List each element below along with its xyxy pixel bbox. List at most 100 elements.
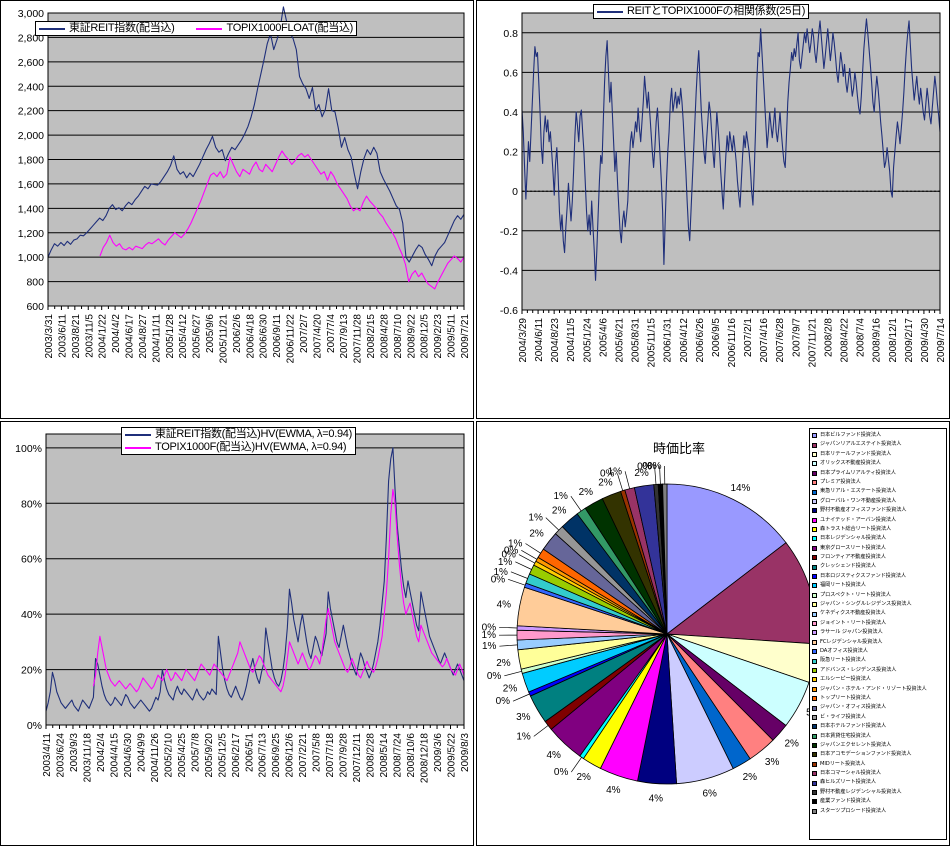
pie-data-label: 2% (784, 738, 799, 749)
pie-legend-item[interactable]: 日本リテールファンド投資法人 (812, 450, 945, 459)
pie-data-label: 1% (482, 630, 497, 641)
pie-data-label: 0% (504, 545, 519, 556)
pie-legend-item[interactable]: 野村不動産オフィスファンド投資法人 (812, 506, 945, 515)
pie-data-label: 4% (546, 750, 561, 761)
legend-color-swatch (812, 480, 817, 486)
pie-legend-item[interactable]: ジャパン・ホテル・アンド・リゾート投資法人 (812, 685, 945, 694)
pie-data-label: 3% (516, 712, 531, 723)
x-axis-tick: 2006/12/6 (285, 733, 296, 778)
pie-legend-item[interactable]: スターツプロシード投資法人 (812, 807, 945, 816)
data-series-line (100, 151, 464, 289)
pie-legend-item[interactable]: 日本アコモデーションファンド投資法人 (812, 750, 945, 759)
x-axis-tick: 2008/10/6 (406, 733, 417, 778)
legend-color-swatch (812, 564, 817, 570)
pie-legend-item[interactable]: 阪急リート投資法人 (812, 656, 945, 665)
x-axis-tick: 2007/11/28 (353, 314, 364, 364)
data-series-line (522, 19, 940, 280)
pie-legend-item[interactable]: ユナイテッド・アーバン投資法人 (812, 516, 945, 525)
pie-legend-item[interactable]: 日本ホテルファンド投資法人 (812, 722, 945, 731)
y-axis-tick: 0.4 (503, 107, 518, 119)
pie-legend-item[interactable]: FCレジデンシャル投資法人 (812, 638, 945, 647)
legend-color-swatch (812, 536, 817, 542)
pie-legend-item[interactable]: 福岡リート投資法人 (812, 581, 945, 590)
pie-data-label: 1% (493, 567, 508, 578)
pie-legend-item[interactable]: エルシーピー投資法人 (812, 675, 945, 684)
pie-leader-line (570, 496, 582, 512)
pie-legend-item[interactable]: アドバンス・レジデンス投資法人 (812, 666, 945, 675)
pie-legend-item[interactable]: ジャパン・シングルレジデンス投資法人 (812, 600, 945, 609)
legend-color-swatch (812, 630, 817, 636)
legend-color-swatch (812, 433, 817, 439)
pie-data-label: 0% (496, 696, 511, 707)
pie-data-label: 0% (647, 461, 662, 472)
pie-slice[interactable] (662, 483, 668, 635)
pie-legend-item[interactable]: ジョイント・リート投資法人 (812, 619, 945, 628)
pie-legend-item[interactable]: 東京グロースリート投資法人 (812, 544, 945, 553)
pie-legend-item[interactable]: ケネディクス不動産投資法人 (812, 609, 945, 618)
pie-legend-item[interactable]: 日本コマーシャル投資法人 (812, 769, 945, 778)
legend-color-swatch (812, 611, 817, 617)
pie-legend-item[interactable]: フロンティア不動産投資法人 (812, 553, 945, 562)
pie-legend-item[interactable]: ラサール ジャパン投資法人 (812, 628, 945, 637)
legend-color-swatch (812, 508, 817, 514)
pie-legend-item[interactable]: トップリート投資法人 (812, 694, 945, 703)
pie-legend-label: ジャパン・シングルレジデンス投資法人 (820, 601, 912, 608)
pie-legend-item[interactable]: 野村不動産レジデンシャル投資法人 (812, 788, 945, 797)
pie-legend: 日本ビルファンド投資法人ジャパンリアルエステイト投資法人 日本リテールファンド投資… (809, 428, 947, 840)
pie-legend-item[interactable]: 日本賃貸住宅投資法人 (812, 732, 945, 741)
y-axis-tick: 1,600 (18, 179, 44, 191)
y-axis-tick: 0.2 (503, 147, 518, 159)
y-axis-tick: 0.8 (503, 28, 518, 40)
pie-legend-item[interactable]: プレミア投資法人 (812, 478, 945, 487)
pie-legend-item[interactable]: MIDリート投資法人 (812, 760, 945, 769)
legend-label: TOPIX1000FLOAT(配当込) (226, 22, 354, 34)
x-axis-tick: 2004/11/26 (150, 733, 161, 783)
pie-data-label: 0% (487, 671, 502, 682)
pie-slice[interactable] (666, 483, 787, 635)
pie-legend-label: 森トラスト総合リート投資法人 (820, 525, 892, 532)
pie-legend-item[interactable]: 森トラスト総合リート投資法人 (812, 525, 945, 534)
pie-data-label: 2% (634, 468, 649, 479)
pie-legend-item[interactable]: 東急リアル・エステート投資法人 (812, 487, 945, 496)
x-axis-tick: 2005/4/25 (177, 733, 188, 778)
pie-legend-item[interactable]: 日本レジデンシャル投資法人 (812, 534, 945, 543)
x-axis-tick: 2006/2/17 (231, 733, 242, 778)
pie-legend-item[interactable]: ビ・ライフ投資法人 (812, 713, 945, 722)
x-axis-tick: 2008/5/14 (379, 733, 390, 778)
pie-legend-item[interactable]: クレッシェンド投資法人 (812, 562, 945, 571)
pie-legend-item[interactable]: ジャパン・オフィス投資法人 (812, 703, 945, 712)
pie-data-label: 4% (606, 785, 621, 796)
x-axis-tick: 2005/12/5 (217, 733, 228, 778)
pie-legend-label: ラサール ジャパン投資法人 (820, 629, 883, 636)
pie-data-label: 2% (576, 772, 591, 783)
pie-legend-item[interactable]: グローバル・ワン不動産投資法人 (812, 497, 945, 506)
pie-legend-item[interactable]: 日本ロジスティクスファンド投資法人 (812, 572, 945, 581)
pie-legend-item[interactable]: ジャパンリアルエステイト投資法人 (812, 440, 945, 449)
pie-leader-line (507, 578, 526, 586)
x-axis-tick: 2007/2/7 (299, 314, 310, 353)
pie-legend-item[interactable]: 森ヒルズリート投資法人 (812, 778, 945, 787)
pie-data-label: 2% (598, 478, 613, 489)
pie-legend-label: 阪急リート投資法人 (820, 657, 866, 664)
pie-legend-item[interactable]: 日本プライムリアルティ投資法人 (812, 469, 945, 478)
pie-legend-label: エルシーピー投資法人 (820, 676, 871, 683)
x-axis-tick: 2009/2/17 (904, 318, 915, 363)
pie-legend-label: MIDリート投資法人 (820, 760, 866, 767)
pie-legend-item[interactable]: ジャパンエクセレント投資法人 (812, 741, 945, 750)
pie-legend-item[interactable]: 日本ビルファンド投資法人 (812, 431, 945, 440)
pie-data-label: 0% (637, 461, 652, 472)
legend-color-swatch (812, 705, 817, 711)
pie-leader-line (659, 466, 661, 485)
pie-legend-item[interactable]: 産業ファンド投資法人 (812, 797, 945, 806)
pie-legend-item[interactable]: プロスペクト・リート投資法人 (812, 591, 945, 600)
pie-data-label: 0% (501, 550, 516, 561)
y-axis-tick: 2,000 (18, 130, 44, 142)
legend-color-swatch (812, 461, 817, 467)
pie-legend-label: 日本ビルファンド投資法人 (820, 432, 882, 438)
pie-legend-label: DAオフィス投資法人 (820, 647, 868, 654)
x-axis-tick: 2009/7/14 (936, 318, 947, 363)
pie-legend-item[interactable]: オリックス不動産投資法人 (812, 459, 945, 468)
pie-legend-item[interactable]: DAオフィス投資法人 (812, 647, 945, 656)
panel-volatility-chart: 東証REIT指数(配当込)HV(EWMA, λ=0.94) TOPIX1000F… (0, 421, 474, 846)
x-axis-tick: 2009/3/6 (433, 733, 444, 772)
